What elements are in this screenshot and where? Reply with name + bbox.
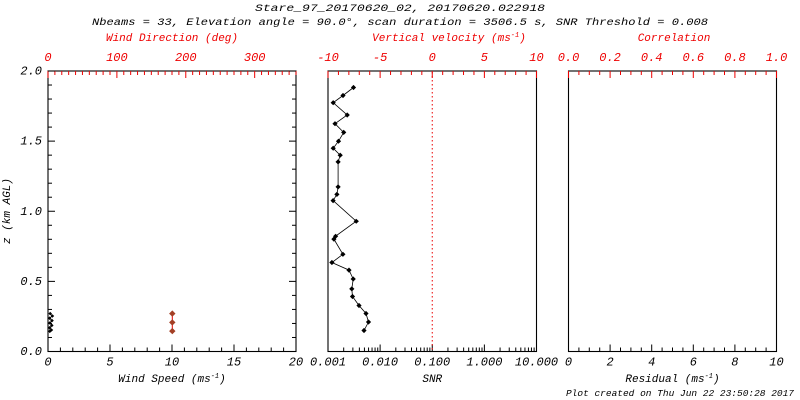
svg-text:0.8: 0.8 — [724, 51, 746, 65]
svg-text:Wind Speed (ms-1): Wind Speed (ms-1) — [118, 373, 225, 386]
svg-text:10: 10 — [165, 356, 179, 370]
svg-text:0.5: 0.5 — [20, 275, 42, 289]
svg-text:-5: -5 — [373, 51, 387, 65]
svg-text:SNR: SNR — [422, 374, 442, 386]
svg-text:Correlation: Correlation — [638, 33, 711, 45]
svg-text:-10: -10 — [317, 51, 339, 65]
svg-text:Plot created on Thu Jun 22 23:: Plot created on Thu Jun 22 23:50:28 2017 — [566, 388, 794, 399]
svg-text:0.2: 0.2 — [599, 51, 621, 65]
svg-text:1.0: 1.0 — [766, 51, 788, 65]
svg-text:0.0: 0.0 — [20, 345, 42, 359]
svg-text:0.100: 0.100 — [414, 356, 450, 370]
svg-text:2.0: 2.0 — [20, 65, 42, 79]
svg-text:10.000: 10.000 — [515, 356, 558, 370]
svg-text:Stare_97_20170620_02, 20170620: Stare_97_20170620_02, 20170620.022918 — [255, 3, 545, 15]
svg-text:1.0: 1.0 — [20, 205, 42, 219]
svg-text:Wind Direction (deg): Wind Direction (deg) — [106, 33, 238, 45]
svg-text:0: 0 — [44, 51, 51, 65]
svg-text:10: 10 — [769, 356, 783, 370]
svg-text:Vertical velocity (ms-1): Vertical velocity (ms-1) — [372, 32, 526, 45]
svg-text:15: 15 — [227, 356, 241, 370]
svg-text:z (km AGL): z (km AGL) — [2, 178, 14, 244]
svg-text:0.001: 0.001 — [310, 356, 346, 370]
svg-text:0.0: 0.0 — [558, 51, 580, 65]
svg-text:0.6: 0.6 — [682, 51, 704, 65]
svg-text:20: 20 — [289, 356, 303, 370]
svg-text:4: 4 — [648, 356, 655, 370]
svg-text:1.5: 1.5 — [20, 135, 42, 149]
svg-text:0: 0 — [429, 51, 436, 65]
svg-text:100: 100 — [106, 51, 128, 65]
svg-text:0.010: 0.010 — [362, 356, 398, 370]
svg-text:5: 5 — [481, 51, 488, 65]
svg-text:6: 6 — [690, 356, 697, 370]
svg-text:2: 2 — [606, 356, 613, 370]
svg-text:0: 0 — [44, 356, 51, 370]
svg-text:0.4: 0.4 — [641, 51, 663, 65]
svg-text:Nbeams = 33, Elevation angle =: Nbeams = 33, Elevation angle = 90.0°, sc… — [92, 17, 708, 29]
svg-text:5: 5 — [106, 356, 113, 370]
svg-text:300: 300 — [244, 51, 266, 65]
svg-text:0: 0 — [565, 356, 572, 370]
svg-text:8: 8 — [731, 356, 738, 370]
svg-text:200: 200 — [175, 51, 197, 65]
svg-text:1.000: 1.000 — [466, 356, 502, 370]
svg-text:10: 10 — [529, 51, 543, 65]
